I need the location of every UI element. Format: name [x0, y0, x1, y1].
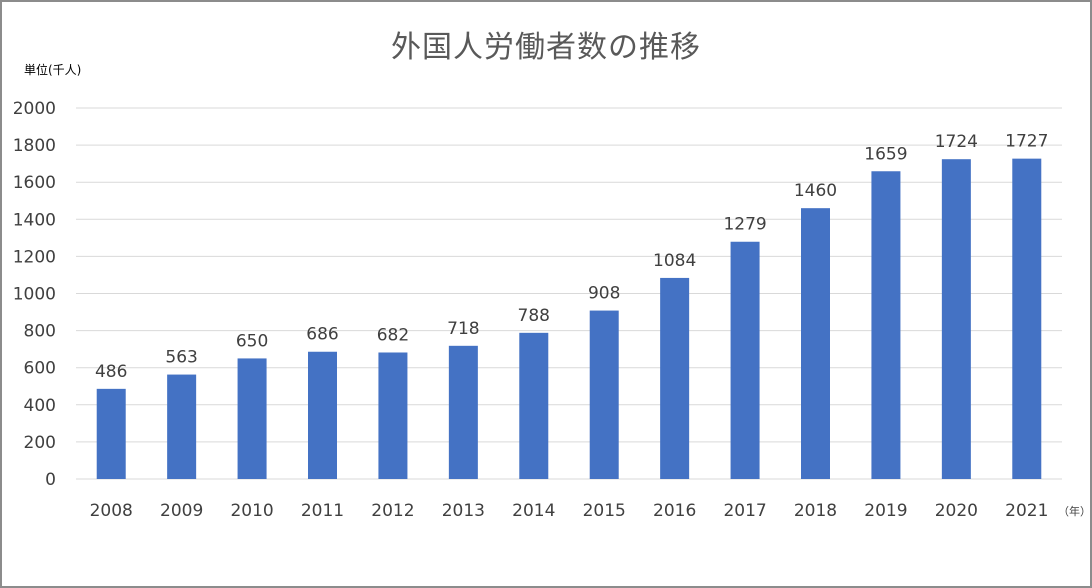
bar	[1012, 158, 1042, 480]
bar	[448, 345, 478, 479]
data-label: 718	[447, 319, 479, 339]
y-tick-label: 1600	[13, 173, 56, 193]
x-tick-label: 2008	[90, 501, 133, 521]
y-tick-label: 200	[24, 433, 56, 453]
bar	[519, 332, 549, 479]
data-label: 1084	[653, 251, 696, 271]
x-tick-label: 2021	[1005, 501, 1048, 521]
x-tick-label: 2010	[230, 501, 273, 521]
y-tick-label: 0	[45, 470, 56, 490]
data-label: 1727	[1005, 132, 1048, 152]
x-tick-label: 2019	[864, 501, 907, 521]
x-axis-ticks: 2008 2009 2010 2011 2012 2013 2014 2015 2016 2017…	[90, 501, 1049, 521]
bar	[730, 241, 760, 479]
y-tick-label: 400	[24, 396, 56, 416]
chart-title: 外国人労働者数の推移	[391, 30, 701, 65]
data-label: 1460	[794, 181, 837, 201]
y-tick-label: 1400	[13, 210, 56, 230]
x-tick-label: 2015	[583, 501, 626, 521]
bar	[308, 351, 337, 479]
x-tick-label: 2014	[512, 501, 555, 521]
y-tick-label: 2000	[13, 99, 56, 119]
data-label: 686	[306, 325, 338, 345]
x-tick-label: 2016	[653, 501, 696, 521]
x-tick-label: 2018	[794, 501, 837, 521]
bar	[660, 277, 690, 479]
x-tick-label: 2017	[723, 501, 766, 521]
y-axis-unit-label: 単位(千人)	[24, 63, 82, 77]
data-label: 1659	[864, 144, 907, 164]
bar	[801, 208, 830, 480]
data-label: 1279	[723, 215, 766, 235]
data-label: 908	[588, 284, 620, 304]
y-tick-label: 800	[24, 322, 56, 342]
bar	[941, 159, 971, 479]
data-label: 650	[236, 331, 268, 351]
data-label: 1724	[935, 132, 978, 152]
y-axis-ticks: 0 200 400 600 800 1000 1200 1400 1600 1800 2000	[13, 99, 56, 490]
x-tick-label: 2012	[371, 501, 414, 521]
bars	[96, 158, 1042, 480]
y-tick-label: 1200	[13, 247, 56, 267]
bar	[167, 374, 197, 479]
bar	[96, 388, 126, 479]
bar	[378, 352, 408, 479]
x-tick-label: 2020	[935, 501, 978, 521]
data-label: 788	[518, 306, 550, 326]
bar	[237, 358, 267, 479]
bar	[871, 171, 901, 479]
data-label: 682	[377, 325, 409, 345]
data-label: 486	[95, 362, 127, 382]
data-labels: 486 563 650 686 682 718 788 908 1084 1279 1460 1659…	[95, 132, 1048, 382]
y-tick-label: 1800	[13, 136, 56, 156]
data-label: 563	[165, 348, 197, 368]
y-tick-label: 600	[24, 359, 56, 379]
gridlines	[76, 107, 1062, 480]
y-tick-label: 1000	[13, 285, 56, 305]
x-tick-label: 2013	[442, 501, 485, 521]
bar	[589, 310, 619, 479]
x-tick-label: 2011	[301, 501, 344, 521]
x-axis-unit-label: （年）	[1058, 505, 1091, 518]
x-tick-label: 2009	[160, 501, 203, 521]
